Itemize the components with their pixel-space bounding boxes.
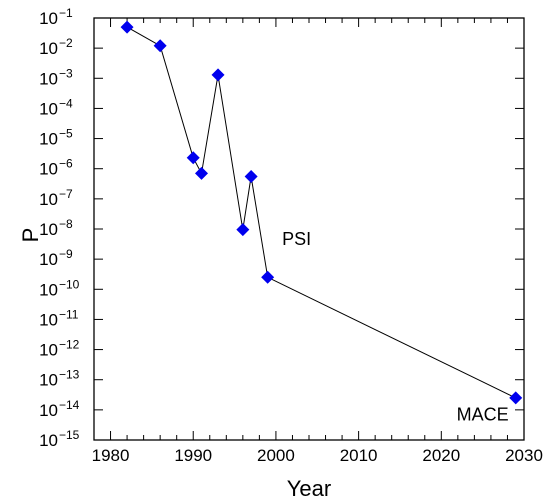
data-point-diamond: [195, 166, 208, 180]
y-tick-label: 10: [39, 9, 58, 28]
y-tick-exponent: −10: [59, 277, 80, 291]
x-tick-label: 2010: [340, 446, 378, 465]
annotation-label: PSI: [282, 229, 311, 249]
y-tick-exponent: −7: [59, 187, 73, 201]
y-tick-exponent: −9: [59, 247, 73, 261]
y-tick-exponent: −13: [59, 368, 80, 382]
data-point-diamond: [211, 68, 225, 82]
y-tick-label: 10: [39, 39, 58, 58]
y-tick-label: 10: [39, 160, 58, 179]
data-point-diamond: [186, 151, 200, 165]
y-tick-label: 10: [39, 250, 58, 269]
y-axis-title: P: [18, 228, 43, 243]
data-point-diamond: [244, 170, 258, 184]
x-tick-label: 1990: [174, 446, 212, 465]
y-tick-exponent: −2: [59, 36, 73, 50]
y-tick-exponent: −15: [59, 428, 80, 442]
data-layer: PSI MACE: [120, 20, 523, 424]
data-point-diamond: [120, 20, 134, 34]
y-tick-label: 10: [39, 431, 58, 450]
y-tick-label: 10: [39, 401, 58, 420]
x-tick-label: 2020: [422, 446, 460, 465]
y-tick-label: 10: [39, 341, 58, 360]
x-tick-label: 2030: [505, 446, 543, 465]
y-tick-exponent: −8: [59, 217, 73, 231]
y-tick-label: 10: [39, 220, 58, 239]
data-point-diamond: [509, 391, 523, 405]
data-point-diamond: [261, 270, 275, 284]
y-tick-exponent: −14: [59, 398, 80, 412]
x-tick-label: 1980: [92, 446, 130, 465]
y-tick-label: 10: [39, 99, 58, 118]
y-tick-exponent: −1: [59, 6, 73, 20]
data-point-diamond: [153, 39, 167, 53]
y-tick-label: 10: [39, 69, 58, 88]
x-axis-title: Year: [287, 476, 331, 501]
y-tick-exponent: −6: [59, 157, 73, 171]
y-tick-exponent: −4: [59, 96, 73, 110]
y-tick-label: 10: [39, 310, 58, 329]
y-tick-label: 10: [39, 130, 58, 149]
plot-frame: [93, 17, 525, 441]
y-tick-label: 10: [39, 371, 58, 390]
data-point-diamond: [236, 223, 250, 237]
x-tick-label: 2000: [257, 446, 295, 465]
annotation-label: MACE: [457, 404, 509, 424]
y-tick-exponent: −12: [59, 338, 80, 352]
y-tick-label: 10: [39, 280, 58, 299]
y-tick-exponent: −11: [59, 307, 79, 321]
series-line: [126, 26, 516, 399]
y-tick-exponent: −3: [59, 66, 73, 80]
y-tick-label: 10: [39, 190, 58, 209]
y-tick-exponent: −5: [59, 127, 73, 141]
